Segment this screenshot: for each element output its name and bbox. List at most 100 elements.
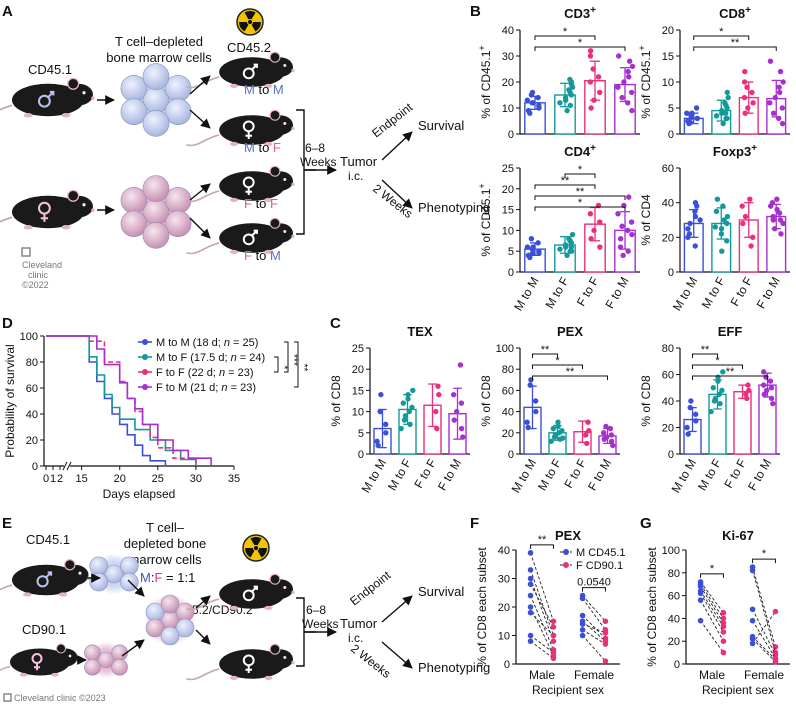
x-tick-label: M to F: [535, 457, 564, 493]
pair-line: [752, 566, 776, 648]
x-tick-label: 0: [43, 473, 49, 485]
data-point: [777, 217, 784, 223]
data-point: [608, 432, 615, 438]
mouse-nose: [91, 208, 95, 212]
schematic-e: CD45.1 CD90.1 T cell– depleted bone marr…: [0, 520, 490, 703]
x-tick-label: M to M: [359, 457, 389, 496]
mouse-nose: [291, 182, 295, 186]
mouse-foot: [229, 605, 239, 610]
data-point: [527, 382, 533, 388]
mouse-foot: [229, 249, 239, 254]
data-point: [693, 105, 700, 111]
legend-dot: [563, 549, 569, 555]
data-point: [619, 223, 625, 229]
schematic-a: CD45.1 T cell–depleted bone marrow cells…: [0, 8, 490, 290]
data-point-m: [579, 632, 586, 639]
data-point-f: [550, 624, 557, 630]
data-point: [740, 220, 746, 227]
data-point: [586, 427, 592, 434]
e-two-weeks: 2 Weeks: [348, 641, 393, 681]
significance-bracket: [692, 353, 718, 358]
bone-marrow-cell: [97, 651, 115, 669]
mouse-ear: [269, 573, 281, 585]
data-point: [745, 382, 751, 388]
data-point: [772, 94, 778, 101]
data-point: [559, 427, 565, 434]
y-tick-label: 0: [358, 449, 364, 461]
data-point: [530, 100, 536, 106]
data-point: [689, 110, 695, 116]
group-label: M to F: [244, 140, 281, 155]
data-point: [686, 231, 693, 237]
bone-marrow-cell: [89, 572, 108, 592]
mouse-nose: [91, 96, 95, 100]
data-point: [684, 110, 690, 116]
pair-line: [530, 640, 554, 659]
pair-line: [530, 583, 554, 628]
y-tick-label: 0: [668, 129, 674, 141]
chart-ki67-paired: 0 20 40 60 80 100 Ki-67 % of CD8 each subset Rec…: [645, 528, 790, 697]
pair-line: [582, 595, 606, 622]
x-tick-label: F to M: [602, 275, 631, 311]
data-point: [692, 243, 698, 249]
mouse-eye: [82, 91, 86, 95]
e-cleveland-logo: Cleveland clinic ©2023: [3, 693, 106, 703]
recipient-mouse-m-to-f: M to F: [186, 109, 295, 155]
y-tick-label: 20: [662, 423, 674, 435]
data-point: [692, 208, 698, 215]
data-point: [712, 395, 719, 402]
chart-title: Foxp3+: [713, 143, 757, 159]
pair-line: [752, 638, 776, 663]
data-point: [525, 107, 532, 114]
mouse-eye: [82, 203, 86, 207]
data-point: [569, 231, 576, 238]
data-point-m: [697, 583, 704, 590]
mouse-foot: [229, 141, 239, 146]
pair-line: [582, 635, 606, 662]
e-recipient-male: [186, 573, 295, 611]
data-point: [778, 231, 784, 237]
data-point: [568, 248, 575, 254]
data-point: [684, 424, 690, 431]
y-tick-label: 15: [352, 385, 364, 397]
mouse-foot: [264, 249, 273, 254]
mouse-nose: [291, 126, 295, 130]
chart-pex: 0 20 40 60 80 100 PEX % of CD8 M to MM to F F to …: [479, 324, 620, 495]
data-point: [750, 234, 756, 241]
data-point: [776, 89, 783, 96]
significance-label: *: [578, 197, 583, 209]
panel-label-d: D: [2, 315, 13, 332]
mouse-foot: [229, 83, 239, 88]
data-point: [567, 76, 573, 83]
mouse-tail: [0, 104, 13, 111]
mouse-foot: [23, 113, 33, 118]
significance-bracket: [532, 375, 608, 380]
mouse-tail: [186, 190, 220, 203]
mouse-body: [0, 643, 79, 677]
data-point: [768, 395, 775, 402]
data-point: [724, 213, 731, 220]
x-tick-label: F to M: [435, 457, 464, 493]
mouse-eye: [283, 177, 287, 181]
data-point: [375, 442, 381, 449]
pair-line: [752, 611, 776, 644]
female-symbol-icon: [242, 654, 255, 674]
schematic-e-arrows: [72, 573, 413, 669]
data-point: [528, 236, 535, 242]
data-point: [588, 236, 594, 242]
e-cells-line2: depleted bone: [124, 536, 206, 551]
mouse-foot: [264, 141, 273, 146]
mouse-body: [186, 573, 295, 611]
chart-survival: 0 20 40 60 80 100 0 1 2 15 20 25 30 35 Probability of …: [3, 331, 309, 501]
bone-marrow-cell: [142, 222, 170, 249]
y-tick-label: 20: [502, 428, 514, 440]
y-tick-label: 40: [662, 396, 674, 408]
data-point: [603, 423, 609, 430]
pair-line: [582, 623, 606, 634]
mouse-body: [186, 643, 295, 681]
data-point-m: [527, 638, 534, 644]
x-tick-label: M to M: [670, 275, 700, 314]
data-point-m: [579, 595, 586, 602]
data-point: [718, 225, 725, 232]
